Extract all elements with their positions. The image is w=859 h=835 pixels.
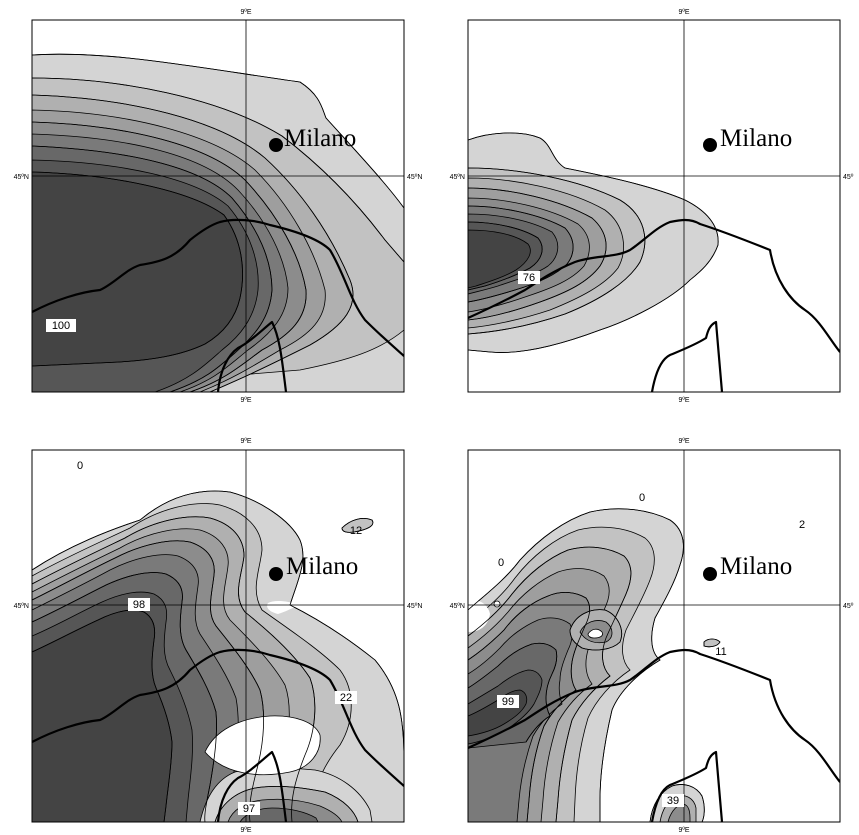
top-longitude-label: 9ºE (678, 9, 689, 16)
contour-label-22: 22 (335, 691, 357, 704)
left-latitude-label: 45ºN (450, 603, 465, 610)
coastline (32, 648, 404, 787)
left-latitude-label: 45ºN (14, 174, 29, 181)
top-longitude-label: 9ºE (240, 438, 251, 445)
coastline (468, 218, 840, 353)
svg-text:99: 99 (502, 696, 514, 708)
river-outline (216, 750, 288, 822)
contour-label-0: 0 (77, 460, 83, 472)
contour-label-0: 0 (498, 557, 504, 569)
shaded-contours (468, 508, 721, 822)
top-longitude-label: 9ºE (240, 9, 251, 16)
left-latitude-label: 45ºN (14, 603, 29, 610)
island-outline (650, 750, 724, 822)
contour-lines (32, 490, 404, 822)
map-panel-top-left: 9ºE 9ºE 45ºN 45ºN Milano 100 (14, 9, 423, 404)
map-frame (31, 19, 405, 393)
city-label-milano: Milano (286, 553, 358, 580)
bottom-longitude-label: 9ºE (678, 827, 689, 834)
contour-label-0: 0 (639, 492, 645, 504)
map-panel-bottom-left: 9ºE 9ºE 45ºN 45ºN Milano 0 12 98 22 97 (14, 438, 423, 834)
bottom-longitude-label: 9ºE (240, 827, 251, 834)
right-latitude-label: 45ºN (407, 603, 422, 610)
island-outline (650, 320, 724, 392)
contour-lines (468, 132, 719, 353)
map-panel-bottom-right: 9ºE 9ºE 45ºN 45º Milano 0 2 0 11 99 39 (450, 438, 854, 834)
city-marker-milano (703, 138, 717, 152)
top-longitude-label: 9ºE (678, 438, 689, 445)
contour-label-39: 39 (662, 794, 684, 807)
city-label-milano: Milano (720, 553, 792, 580)
city-marker-milano (703, 567, 717, 581)
map-panel-top-right: 9ºE 9ºE 45ºN 45º Milano 76 (450, 9, 854, 404)
coastline (32, 218, 404, 357)
svg-text:100: 100 (52, 320, 70, 332)
city-label-milano: Milano (720, 125, 792, 152)
map-frame (31, 449, 405, 823)
svg-text:22: 22 (340, 692, 352, 704)
map-frame (467, 449, 841, 823)
contour-label-98: 98 (128, 598, 150, 611)
right-latitude-label: 45ºN (407, 174, 422, 181)
svg-text:39: 39 (667, 795, 679, 807)
contour-label-12: 12 (350, 525, 362, 537)
bottom-longitude-label: 9ºE (678, 397, 689, 404)
contour-label-11: 11 (715, 646, 726, 658)
contour-label-2: 2 (799, 519, 805, 531)
city-marker-milano (269, 138, 283, 152)
svg-text:76: 76 (523, 272, 535, 284)
contour-label-97: 97 (238, 802, 260, 815)
svg-text:97: 97 (243, 803, 255, 815)
left-latitude-label: 45ºN (450, 174, 465, 181)
contour-label-100: 100 (46, 319, 76, 332)
river-outline (216, 320, 288, 392)
city-label-milano: Milano (284, 125, 356, 152)
right-latitude-label: 45º (843, 174, 854, 181)
city-marker-milano (269, 567, 283, 581)
contour-label-76: 76 (518, 271, 540, 284)
bottom-longitude-label: 9ºE (240, 397, 251, 404)
right-latitude-label: 45º (843, 603, 854, 610)
coastline (468, 648, 840, 783)
map-frame (467, 19, 841, 393)
svg-text:98: 98 (133, 599, 145, 611)
shaded-contours (468, 132, 719, 353)
contour-lines (32, 53, 404, 392)
contour-label-99: 99 (497, 695, 519, 708)
